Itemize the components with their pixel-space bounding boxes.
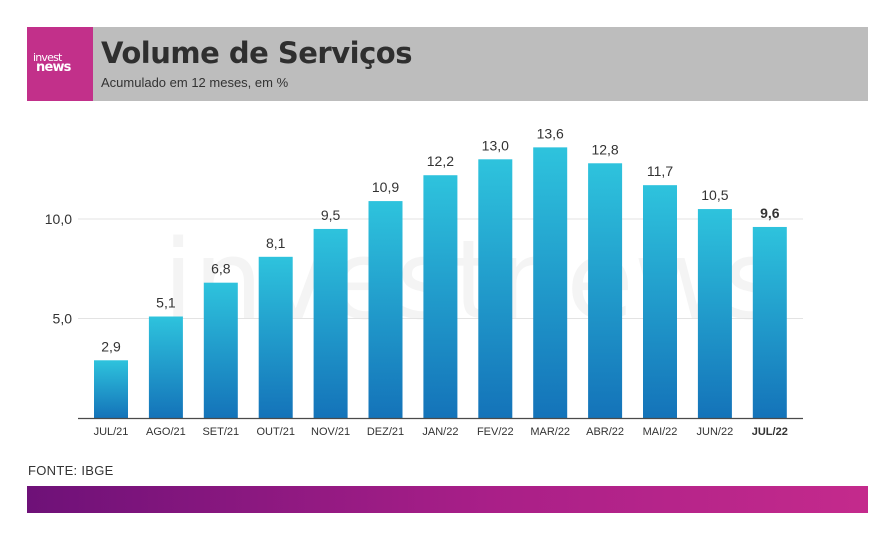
bar [588,163,623,418]
x-tick-label: JUL/21 [94,426,129,438]
x-tick-label: DEZ/21 [367,426,404,438]
x-tick-labels: JUL/21 AGO/21 SET/21 OUT/21 NOV/21 DEZ/21 JAN/… [94,426,788,438]
source-note: FONTE: IBGE [28,463,114,478]
bar [643,185,677,418]
x-tick-label: AGO/21 [146,426,186,438]
logo-text-invest: invest [33,51,62,64]
bar [368,201,403,418]
bar [478,159,513,419]
bar [752,226,787,418]
x-tick-label: ABR/22 [586,426,624,438]
data-label: 9,6 [760,205,780,221]
data-label: 10,5 [701,187,728,203]
data-label: 10,9 [372,179,399,195]
data-label: 5,1 [156,295,176,311]
chart-subtitle: Acumulado em 12 meses, em % [101,75,289,90]
x-tick-label: JAN/22 [422,426,458,438]
bars [94,147,787,419]
data-label: 8,1 [266,235,286,251]
data-label: 13,0 [482,137,509,153]
x-tick-label: FEV/22 [477,426,514,438]
x-tick-label: NOV/21 [311,426,350,438]
bar [533,147,568,419]
x-tick-label: OUT/21 [256,426,295,438]
data-label: 2,9 [101,338,121,354]
y-tick-label: 10,0 [45,211,72,227]
x-tick-label: SET/21 [202,426,239,438]
data-label: 12,2 [427,153,454,169]
data-label: 12,8 [591,141,618,157]
bar [313,228,348,418]
y-tick-label: 5,0 [53,311,73,327]
data-label: 11,7 [647,163,673,179]
bar [94,360,128,418]
bar [203,282,238,418]
footer-bar [27,486,868,513]
logo-text-news: news [36,60,71,75]
x-tick-label: JUL/22 [752,426,788,438]
x-tick-label: JUN/22 [697,426,734,438]
data-label: 6,8 [211,261,231,277]
bar [423,175,458,418]
header: invest news Volume de Serviços Acumulado… [27,27,868,101]
x-tick-label: MAI/22 [643,426,678,438]
investnews-logo: invest news [27,27,93,101]
data-label: 13,6 [537,125,564,141]
data-label: 9,5 [321,207,341,223]
watermark: investnews [163,216,781,344]
value-labels: 2,9 5,1 6,8 8,1 9,5 10,9 12,2 13,0 13,6 12,8 11,7 1… [101,125,779,354]
bar [148,316,183,418]
chart-title: Volume de Serviços [101,36,412,70]
bar [258,256,293,418]
x-tick-label: MAR/22 [530,426,570,438]
y-tick-labels: 5,0 10,0 [45,211,72,327]
bar [697,209,732,418]
